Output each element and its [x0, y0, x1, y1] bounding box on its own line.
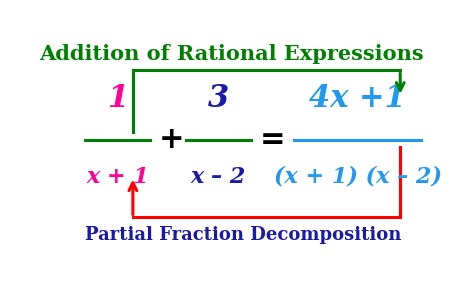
Text: Addition of Rational Expressions: Addition of Rational Expressions: [39, 44, 423, 64]
Text: 3: 3: [208, 83, 229, 113]
Text: =: =: [260, 125, 285, 154]
Text: x – 2: x – 2: [191, 166, 246, 188]
Text: (x + 1) (x – 2): (x + 1) (x – 2): [273, 166, 442, 188]
Text: Partial Fraction Decomposition: Partial Fraction Decomposition: [85, 226, 401, 245]
Text: 4x +1: 4x +1: [309, 83, 406, 113]
Text: x + 1: x + 1: [86, 166, 149, 188]
Text: +: +: [159, 125, 184, 154]
Text: 1: 1: [107, 83, 128, 113]
